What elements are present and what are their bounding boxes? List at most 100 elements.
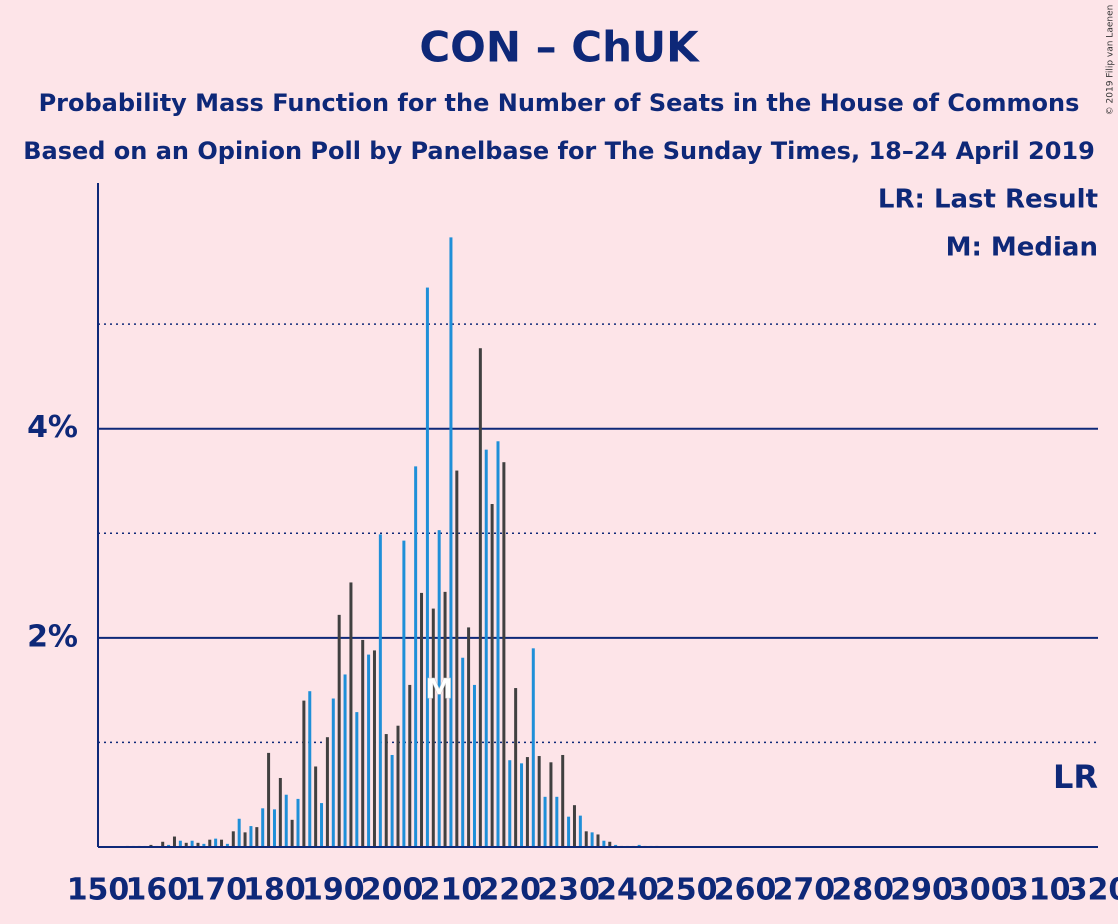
y-tick-label: 2% xyxy=(27,619,78,654)
bar xyxy=(572,805,576,847)
bar xyxy=(467,627,471,847)
bar xyxy=(267,752,271,847)
bar xyxy=(161,841,165,847)
bar xyxy=(531,648,535,847)
bar xyxy=(402,540,406,847)
bar xyxy=(378,534,382,847)
x-tick-label: 190 xyxy=(302,873,365,908)
bar xyxy=(290,819,294,847)
median-marker: M xyxy=(425,672,453,705)
bar xyxy=(167,844,171,847)
bar xyxy=(337,614,341,847)
bar xyxy=(567,816,571,847)
x-tick-label: 180 xyxy=(243,873,306,908)
bar xyxy=(561,754,565,847)
bar xyxy=(343,674,347,847)
bar xyxy=(461,657,465,847)
x-tick-label: 310 xyxy=(1008,873,1071,908)
bar xyxy=(255,827,259,847)
subtitle: Based on an Opinion Poll by Panelbase fo… xyxy=(23,137,1095,165)
x-tick-label: 250 xyxy=(655,873,718,908)
bar xyxy=(490,504,494,847)
copyright: © 2019 Filip van Laenen xyxy=(1106,5,1116,116)
bar xyxy=(361,639,365,847)
last-result-label: LR xyxy=(1053,758,1098,796)
x-tick-label: 260 xyxy=(714,873,777,908)
bar xyxy=(367,654,371,847)
legend-entry: M: Median xyxy=(946,233,1098,263)
bar xyxy=(208,839,212,847)
bar xyxy=(172,836,176,847)
bar xyxy=(190,840,194,847)
bar xyxy=(231,831,235,847)
bar xyxy=(320,803,324,847)
bar xyxy=(390,754,394,847)
bar xyxy=(520,763,524,847)
bar xyxy=(196,842,200,847)
x-tick-label: 170 xyxy=(184,873,247,908)
bar xyxy=(596,834,600,847)
bar xyxy=(308,691,312,847)
x-tick-label: 220 xyxy=(478,873,541,908)
bar xyxy=(443,591,447,847)
bar xyxy=(455,470,459,847)
bar xyxy=(549,762,553,847)
bar xyxy=(314,766,318,847)
bar xyxy=(514,688,518,847)
bar xyxy=(408,684,412,847)
bar xyxy=(508,760,512,847)
bar xyxy=(325,737,329,847)
bar xyxy=(249,826,253,847)
bar xyxy=(349,582,353,847)
chart-title: CON – ChUK xyxy=(419,23,700,72)
bar xyxy=(331,698,335,847)
bar xyxy=(472,684,476,847)
bar xyxy=(220,839,224,847)
bar xyxy=(243,832,247,847)
bar xyxy=(214,838,218,847)
x-tick-label: 150 xyxy=(67,873,130,908)
x-tick-label: 210 xyxy=(420,873,483,908)
bar xyxy=(396,725,400,847)
bar xyxy=(437,530,441,847)
bar xyxy=(272,809,276,847)
bar xyxy=(608,841,612,847)
bar xyxy=(414,466,418,847)
bar xyxy=(202,843,206,847)
bar xyxy=(149,844,153,847)
legend-entry: LR: Last Result xyxy=(878,185,1098,215)
x-tick-label: 160 xyxy=(126,873,189,908)
y-tick-label: 4% xyxy=(27,410,78,445)
bar xyxy=(614,844,618,847)
bar xyxy=(484,449,488,847)
bar xyxy=(372,650,376,847)
bar xyxy=(555,796,559,847)
bar xyxy=(184,842,188,847)
bar xyxy=(302,700,306,847)
bar xyxy=(178,840,182,847)
bar xyxy=(502,462,506,847)
bar xyxy=(296,798,300,847)
bar xyxy=(278,777,282,847)
bar xyxy=(449,237,453,847)
bar xyxy=(261,808,265,847)
bar xyxy=(420,592,424,847)
bar xyxy=(602,840,606,847)
x-tick-label: 270 xyxy=(773,873,836,908)
bar xyxy=(425,287,429,848)
bar xyxy=(225,843,229,847)
x-tick-label: 240 xyxy=(596,873,659,908)
bar xyxy=(237,818,241,847)
bar xyxy=(496,441,500,847)
bar xyxy=(355,712,359,847)
bar xyxy=(543,796,547,847)
bar xyxy=(478,348,482,847)
x-tick-label: 200 xyxy=(361,873,424,908)
bar xyxy=(284,794,288,847)
bar xyxy=(431,608,435,847)
x-tick-label: 280 xyxy=(831,873,894,908)
x-tick-label: 320 xyxy=(1067,873,1118,908)
bar xyxy=(590,832,594,847)
bar xyxy=(584,831,588,847)
